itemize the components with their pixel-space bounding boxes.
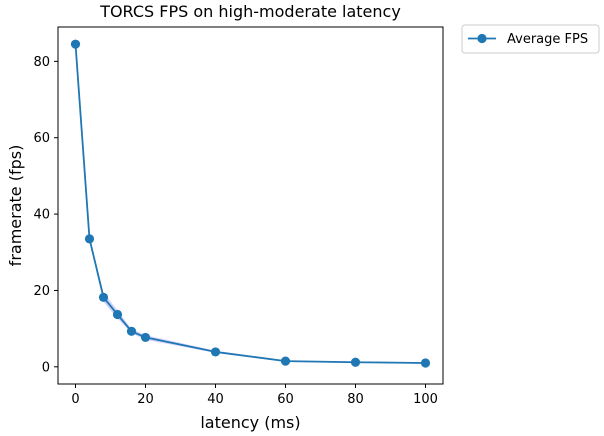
y-tick-label: 0 — [42, 360, 50, 375]
x-tick-label: 100 — [413, 392, 438, 407]
y-tick-label: 80 — [33, 55, 50, 70]
data-point — [98, 292, 109, 302]
confidence-band-layer — [75, 34, 426, 364]
y-axis-label: framerate (fps) — [6, 145, 25, 267]
data-point — [350, 357, 361, 367]
data-point — [70, 39, 81, 49]
x-tick-label: 0 — [71, 392, 79, 407]
data-point — [280, 356, 291, 366]
legend-label-average-fps: Average FPS — [507, 32, 588, 47]
y-tick-label: 40 — [33, 208, 50, 223]
x-axis-label: latency (ms) — [200, 413, 300, 432]
data-point — [126, 326, 137, 336]
data-point — [112, 309, 123, 320]
data-point — [140, 332, 151, 343]
data-point — [420, 358, 431, 368]
plot-area — [57, 26, 444, 385]
x-tick-label: 60 — [277, 392, 294, 407]
y-tick-label: 60 — [33, 131, 50, 146]
legend-box — [461, 24, 600, 54]
y-axis-ticks: 0 20 40 60 80 — [33, 55, 58, 375]
chart-title: TORCS FPS on high-moderate latency — [99, 2, 401, 21]
plot-frame — [57, 26, 444, 385]
y-tick-label: 20 — [33, 284, 50, 299]
data-point — [84, 234, 95, 244]
series-line-layer — [74, 44, 426, 364]
legend-marker-sample — [477, 33, 487, 44]
legend: Average FPS — [461, 24, 600, 54]
x-tick-label: 20 — [137, 392, 154, 407]
x-axis-ticks: 0 20 40 60 80 100 — [71, 384, 438, 407]
data-point — [210, 347, 221, 357]
x-tick-label: 40 — [207, 392, 224, 407]
x-tick-label: 80 — [347, 392, 364, 407]
series-line-average-fps — [74, 44, 426, 364]
confidence-band — [75, 34, 426, 364]
data-point-layer — [70, 39, 431, 368]
